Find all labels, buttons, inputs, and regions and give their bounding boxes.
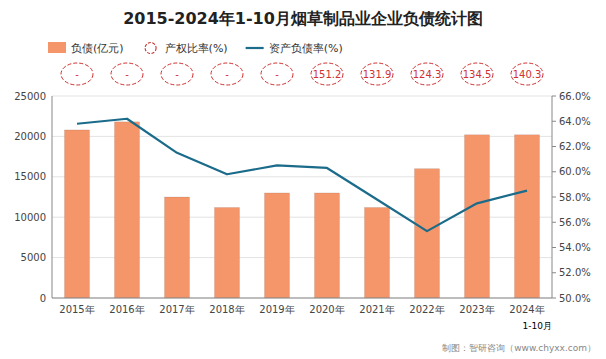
y-tick-label: 5000 xyxy=(21,252,46,263)
y2-tick xyxy=(552,222,556,223)
y2-tick xyxy=(552,96,556,97)
y2-tick-label: 58.0% xyxy=(559,192,591,203)
y2-tick-label: 60.0% xyxy=(559,166,591,177)
data-label: 151.2 xyxy=(313,69,342,80)
ratio-ellipse xyxy=(311,63,343,85)
y2-tick-label: 66.0% xyxy=(559,91,591,102)
x-tick-label: 2017年 xyxy=(159,304,194,315)
bar xyxy=(415,169,440,298)
legend-swatch xyxy=(48,42,66,53)
legend-label: 产权比率(%) xyxy=(165,42,228,55)
y-tick-label: 0 xyxy=(40,293,46,304)
y-axis xyxy=(52,96,53,298)
grid xyxy=(52,96,552,298)
ratio-ellipse xyxy=(411,63,443,85)
x-axis xyxy=(52,298,552,299)
y2-tick xyxy=(552,171,556,172)
data-label: - xyxy=(125,69,129,80)
x-tick-label: 2023年 xyxy=(459,304,494,315)
x-tick-label: 2018年 xyxy=(209,304,244,315)
data-label: 140.3 xyxy=(513,69,542,80)
y-tick-label: 20000 xyxy=(14,131,46,142)
ratio-ellipse xyxy=(211,63,243,85)
x-tick-label: 2022年 xyxy=(409,304,444,315)
x-tick-label: 2015年 xyxy=(59,304,94,315)
x-tick-label: 2024年 xyxy=(509,304,544,315)
legend-swatch xyxy=(145,43,156,54)
y2-tick xyxy=(552,298,556,299)
ratio-ellipse xyxy=(361,63,393,85)
line xyxy=(77,119,527,231)
legend: 负债(亿元) 产权比率(%) 资产负债率(%) xyxy=(48,42,343,55)
y-tick-label: 15000 xyxy=(14,171,46,182)
annotation: 1-10月 xyxy=(523,321,552,331)
marks xyxy=(65,119,540,298)
chart: 2015-2024年1-10月烟草制品业企业负债统计图 0 5000 10000 150… xyxy=(0,0,606,359)
x-tick-label: 2016年 xyxy=(109,304,144,315)
x-tick-label: 2021年 xyxy=(359,304,394,315)
watermark: 制图：智研咨询（www.chyxx.com） xyxy=(442,343,596,353)
bar xyxy=(265,193,290,298)
data-label: - xyxy=(275,69,279,80)
y2-tick xyxy=(552,197,556,198)
bar xyxy=(65,130,90,298)
y2-tick xyxy=(552,146,556,147)
y2-axis xyxy=(552,96,553,298)
ratio-ellipse xyxy=(511,63,543,85)
grid-line xyxy=(52,298,552,299)
legend-swatch xyxy=(246,47,264,49)
bar xyxy=(365,208,390,298)
y2-tick-label: 50.0% xyxy=(559,293,591,304)
bar xyxy=(515,135,540,298)
y-tick-label: 10000 xyxy=(14,212,46,223)
y2-tick-label: 64.0% xyxy=(559,116,591,127)
y2-tick xyxy=(552,272,556,273)
x-tick-label: 2019年 xyxy=(259,304,294,315)
data-label: - xyxy=(225,69,229,80)
legend-label: 负债(亿元) xyxy=(71,42,124,55)
y2-tick-label: 52.0% xyxy=(559,267,591,278)
x-tick-label: 2020年 xyxy=(309,304,344,315)
title: 2015-2024年1-10月烟草制品业企业负债统计图 xyxy=(123,9,483,28)
bar xyxy=(465,135,490,298)
y2-tick xyxy=(552,121,556,122)
y2-tick xyxy=(552,247,556,248)
ratio-ellipse xyxy=(261,63,293,85)
legend-label: 资产负债率(%) xyxy=(269,42,343,55)
y2-tick-label: 62.0% xyxy=(559,141,591,152)
data-label: 131.9 xyxy=(363,69,392,80)
bar xyxy=(315,193,340,298)
ratio-ellipse xyxy=(111,63,143,85)
y2-tick-label: 54.0% xyxy=(559,242,591,253)
data-label: 134.5 xyxy=(463,69,492,80)
data-label: 124.3 xyxy=(413,69,442,80)
bar xyxy=(115,122,140,298)
y-tick-label: 25000 xyxy=(14,91,46,102)
ratio-ellipse xyxy=(461,63,493,85)
bar xyxy=(215,208,240,298)
y2-tick-label: 56.0% xyxy=(559,217,591,228)
data-label: - xyxy=(75,69,79,80)
data-label: - xyxy=(175,69,179,80)
grid-line xyxy=(52,96,552,97)
bar xyxy=(165,197,190,298)
ratio-ellipse xyxy=(161,63,193,85)
ratio-ellipse xyxy=(61,63,93,85)
